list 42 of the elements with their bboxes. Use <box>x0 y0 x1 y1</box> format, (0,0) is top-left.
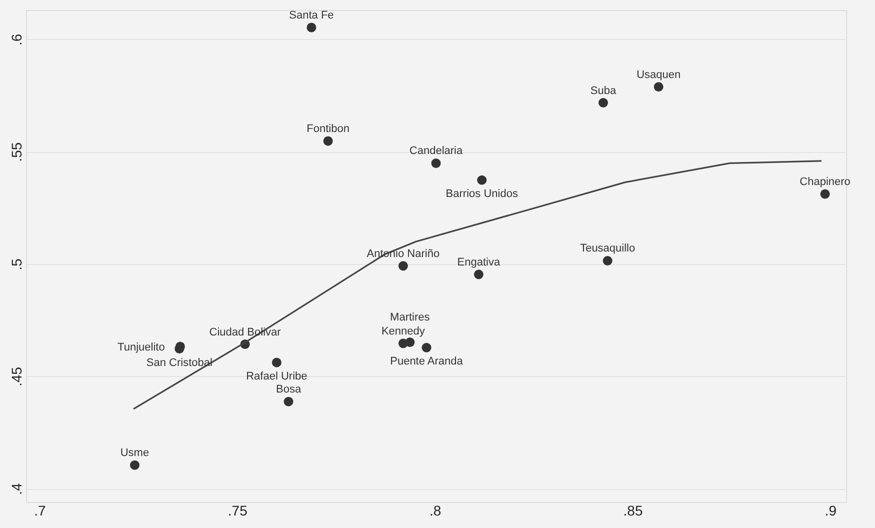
x-tick-label: .75 <box>228 502 248 518</box>
annotation: Bosa <box>276 384 302 396</box>
point <box>130 460 140 470</box>
point <box>284 396 294 406</box>
annotation: Fontibon <box>306 122 350 135</box>
y-tick-label: .55 <box>8 142 24 162</box>
x-tick-label: .7 <box>34 502 46 518</box>
annotation: Santa Fe <box>289 10 334 22</box>
annotation: Chapinero <box>800 176 850 188</box>
point <box>431 158 441 168</box>
point <box>323 136 333 146</box>
annotation: Rafael Uribe <box>246 370 308 382</box>
point <box>422 342 432 352</box>
annotation: Puente Aranda <box>390 356 464 368</box>
annotation: Suba <box>590 84 617 97</box>
annotation: Barrios Unidos <box>446 188 518 200</box>
y-tick-label: .4 <box>8 482 24 495</box>
annotation: Candelaria <box>409 145 464 158</box>
x-tick-label: .85 <box>623 502 643 518</box>
annotation: Engativa <box>457 256 501 268</box>
point <box>477 175 487 185</box>
point <box>272 358 282 368</box>
point <box>602 256 612 266</box>
y-tick-label: .6 <box>8 34 24 46</box>
point <box>405 338 415 347</box>
annotation: Usme <box>120 447 150 460</box>
annotation: Usaquen <box>636 68 681 81</box>
annotation: Kennedy <box>381 325 426 338</box>
annotation: San Cristobal <box>146 356 212 369</box>
x-tick-label: .8 <box>429 502 442 518</box>
point <box>306 22 316 32</box>
annotation: Martires <box>390 311 430 324</box>
point <box>598 98 608 108</box>
point <box>820 189 830 199</box>
x-tick-label: .9 <box>824 502 837 518</box>
point <box>474 270 484 280</box>
annotation: Teusaquillo <box>580 242 636 255</box>
point <box>398 261 408 271</box>
point <box>654 82 664 92</box>
y-tick-label: .45 <box>8 366 24 386</box>
annotation: Tunjuelito <box>118 342 165 354</box>
y-tick-label: .5 <box>8 258 24 270</box>
